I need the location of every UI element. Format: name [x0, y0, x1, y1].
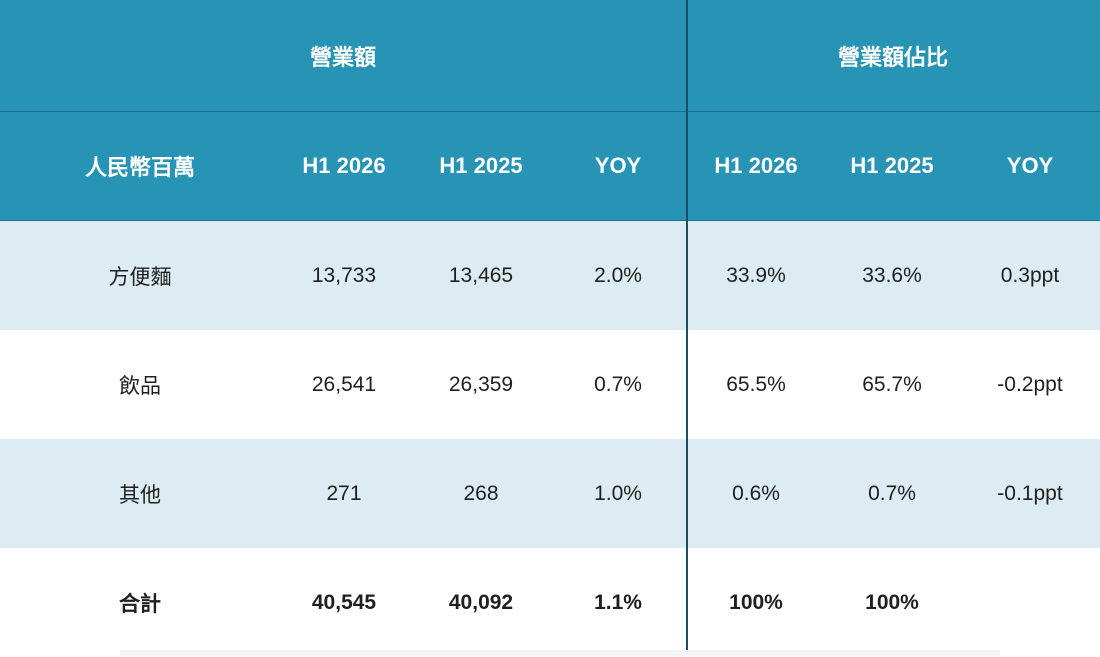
- cell-share-2025: 100%: [865, 590, 919, 614]
- cell-rev-yoy: 0.7%: [594, 372, 642, 396]
- row-label: 方便麵: [108, 265, 172, 289]
- cell-share-2025: 33.6%: [862, 263, 922, 287]
- cell-rev-yoy: 1.1%: [594, 590, 642, 614]
- total-row: 合計 40,545 40,092 1.1% 100% 100%: [0, 548, 1100, 657]
- cell-share-yoy: [960, 548, 1100, 657]
- cell-share-2026: 100%: [729, 590, 783, 614]
- cell-rev-2026: 40,545: [311, 590, 377, 614]
- cell-share-2025: 65.7%: [862, 372, 922, 396]
- cell-rev-2025: 268: [463, 481, 499, 505]
- group-header-share: 營業額佔比: [837, 44, 948, 70]
- cell-rev-yoy: 1.0%: [594, 481, 642, 505]
- column-header-share-yoy: YOY: [1006, 153, 1054, 178]
- cell-share-2026: 0.6%: [732, 481, 780, 505]
- column-header-rev-yoy: YOY: [594, 153, 642, 178]
- column-header-share-h1-2025: H1 2025: [850, 153, 934, 178]
- column-header-row: 人民幣百萬 H1 2026 H1 2025 YOY H1 2026 H1 202…: [0, 111, 1100, 221]
- table-row: 飲品 26,541 26,359 0.7% 65.5% 65.7% -0.2pp…: [0, 330, 1100, 439]
- cell-rev-2026: 271: [326, 481, 362, 505]
- cell-share-yoy: -0.1ppt: [997, 481, 1063, 505]
- cell-rev-2025: 13,465: [448, 263, 514, 287]
- cell-rev-yoy: 2.0%: [594, 263, 642, 287]
- cell-rev-2025: 26,359: [448, 372, 514, 396]
- group-header-row: 營業額 營業額佔比: [0, 0, 1100, 111]
- column-header-rev-h1-2025: H1 2025: [439, 153, 523, 178]
- table-row: 方便麵 13,733 13,465 2.0% 33.9% 33.6% 0.3pp…: [0, 221, 1100, 330]
- cell-share-yoy: -0.2ppt: [997, 372, 1063, 396]
- cell-share-2025: 0.7%: [868, 481, 916, 505]
- column-header-rev-h1-2026: H1 2026: [302, 153, 386, 178]
- cell-share-2026: 33.9%: [726, 263, 786, 287]
- row-label: 其他: [119, 483, 161, 507]
- cell-rev-2025: 40,092: [448, 590, 514, 614]
- table-row: 其他 271 268 1.0% 0.6% 0.7% -0.1ppt: [0, 439, 1100, 548]
- cell-share-yoy: 0.3ppt: [1000, 263, 1060, 287]
- row-label: 飲品: [119, 374, 161, 398]
- cell-rev-2026: 13,733: [311, 263, 377, 287]
- column-header-share-h1-2026: H1 2026: [714, 153, 798, 178]
- row-label: 合計: [119, 592, 161, 616]
- cell-rev-2026: 26,541: [311, 372, 377, 396]
- bottom-divider: [120, 650, 1000, 656]
- column-header-label: 人民幣百萬: [84, 155, 195, 180]
- cell-share-2026: 65.5%: [726, 372, 786, 396]
- section-divider: [686, 0, 688, 656]
- group-header-revenue: 營業額: [309, 44, 376, 70]
